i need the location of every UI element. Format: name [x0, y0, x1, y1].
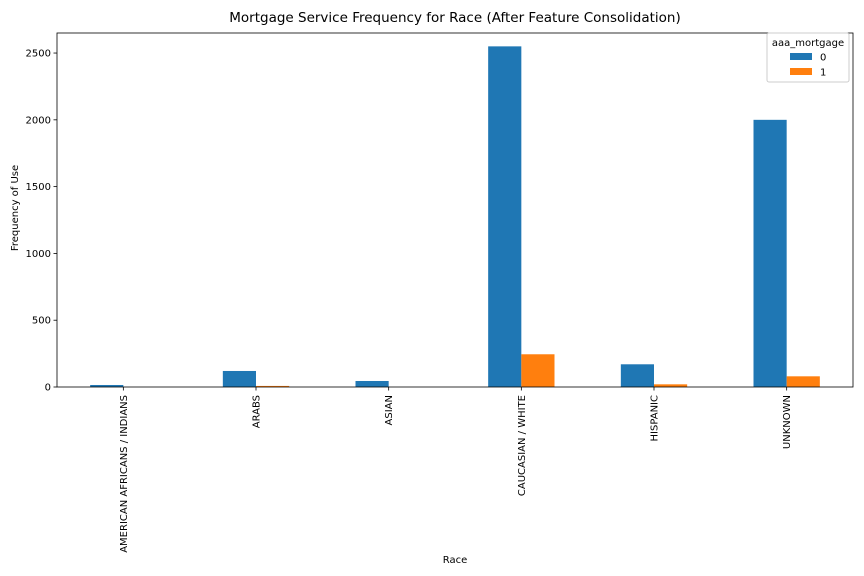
- bar-0-3: [488, 46, 522, 387]
- bar-1-4: [654, 384, 688, 387]
- chart-title: Mortgage Service Frequency for Race (Aft…: [229, 10, 681, 26]
- bar-0-2: [355, 380, 389, 387]
- y-tick-label-1: 500: [32, 316, 51, 327]
- legend-swatch-0: [790, 53, 812, 60]
- bar-1-3: [521, 354, 555, 387]
- legend-label-1: 1: [820, 68, 826, 79]
- bar-0-1: [222, 370, 256, 387]
- bar-0-4: [620, 364, 654, 387]
- bar-1-5: [786, 376, 820, 387]
- x-axis-label: Race: [443, 555, 468, 566]
- legend-swatch-1: [790, 68, 812, 75]
- y-tick-label-3: 1500: [26, 182, 51, 193]
- x-tick-label-2: ASIAN: [384, 395, 395, 425]
- legend-title: aaa_mortgage: [772, 38, 844, 49]
- x-tick-label-1: ARABS: [252, 395, 263, 428]
- legend-label-0: 0: [820, 53, 826, 64]
- bar-1-1: [256, 385, 290, 387]
- y-axis-label: Frequency of Use: [10, 165, 21, 251]
- y-tick-label-0: 0: [45, 383, 51, 394]
- bar-0-0: [90, 384, 124, 387]
- x-tick-label-5: UNKNOWN: [782, 395, 793, 449]
- x-tick-label-4: HISPANIC: [650, 395, 661, 441]
- y-tick-label-5: 2500: [26, 49, 51, 60]
- legend: aaa_mortgage 0 1: [766, 32, 850, 83]
- bar-0-5: [753, 119, 787, 387]
- y-tick-label-2: 1000: [26, 249, 51, 260]
- x-tick-label-3: CAUCASIAN / WHITE: [517, 395, 528, 496]
- y-tick-label-4: 2000: [26, 115, 51, 126]
- x-tick-label-0: AMERICAN AFRICANS / INDIANS: [119, 395, 130, 553]
- axes-frame: [56, 32, 854, 388]
- plot-area: 0 500 1000 1500 2000 2500 AMERICAN AFRICANS / …: [26, 32, 854, 553]
